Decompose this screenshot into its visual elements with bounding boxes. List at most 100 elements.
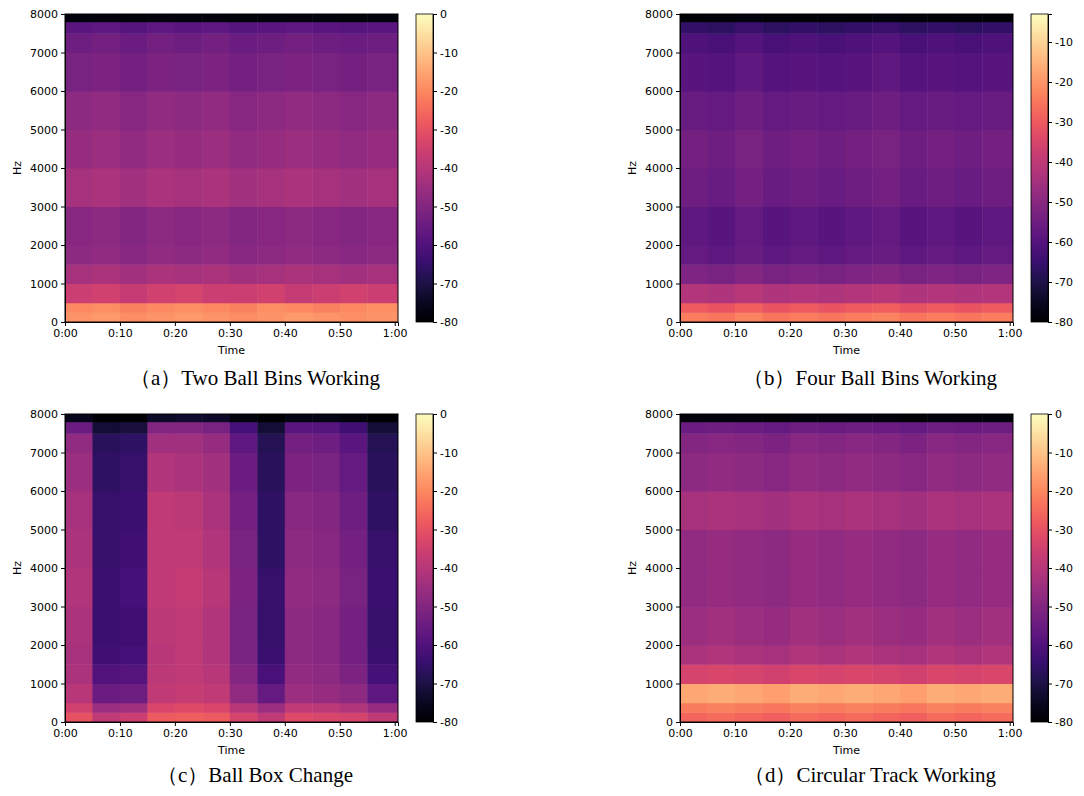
tick-label: 1000 [645, 678, 673, 691]
cell [367, 433, 398, 453]
cell [367, 130, 398, 169]
tick-label: 2000 [30, 639, 58, 652]
axis-line [681, 323, 1014, 327]
cell [845, 568, 873, 607]
cell [955, 664, 983, 684]
cell [982, 664, 1013, 684]
cell [147, 168, 175, 207]
tick-label: 7000 [645, 447, 673, 460]
y-axis-title: Hz [626, 161, 639, 175]
cell [927, 22, 955, 34]
x-tick: 0:40 [888, 722, 913, 740]
x-tick: 0:20 [163, 722, 188, 740]
cell [982, 414, 1013, 422]
tick-label: 0:20 [778, 327, 803, 340]
cell [817, 453, 845, 492]
cell [735, 684, 763, 704]
cell [955, 130, 983, 169]
cell [790, 168, 818, 207]
cell [680, 33, 708, 53]
tick-label: 0:40 [888, 327, 913, 340]
cell [817, 207, 845, 246]
cell [845, 664, 873, 684]
tick-mark [845, 322, 846, 326]
cell [790, 607, 818, 646]
cell [257, 264, 285, 284]
cell [92, 91, 120, 130]
cell [340, 414, 368, 422]
cell [230, 568, 258, 607]
cell [147, 703, 175, 713]
cell [982, 645, 1013, 665]
cell [680, 422, 708, 434]
cell [872, 245, 900, 265]
cell [257, 422, 285, 434]
cell [982, 33, 1013, 53]
cell [92, 422, 120, 434]
cell [92, 284, 120, 304]
x-tick: 1:00 [383, 722, 408, 740]
cell [872, 130, 900, 169]
x-tick: 0:10 [108, 722, 133, 740]
cell [175, 303, 203, 313]
tick-mark [676, 491, 680, 492]
cell [707, 130, 735, 169]
cell [92, 207, 120, 246]
y-tick: 7000 [30, 47, 65, 60]
cell [845, 712, 873, 722]
cell [707, 245, 735, 265]
x-tick: 0:20 [163, 322, 188, 340]
cell [257, 168, 285, 207]
cell [680, 453, 708, 492]
cell [202, 207, 230, 246]
cell [762, 53, 790, 92]
cell [927, 568, 955, 607]
tick-mark [285, 322, 286, 326]
cell [230, 684, 258, 704]
y-tick: 0 [666, 316, 680, 329]
cell [312, 245, 340, 265]
colorbar-tick: -40 [433, 562, 458, 575]
panel: 0:000:100:200:300:400:501:00010002000300… [626, 8, 1073, 390]
tick-label: 2000 [30, 239, 58, 252]
cell [680, 264, 708, 284]
cell [872, 168, 900, 207]
axis-line [66, 323, 399, 327]
cell [817, 130, 845, 169]
tick-mark [61, 53, 65, 54]
cell [900, 530, 928, 569]
tick-label: 6000 [645, 485, 673, 498]
y-tick: 0 [51, 716, 65, 729]
cell [955, 91, 983, 130]
tick-mark [433, 53, 437, 54]
colorbar-tick: -70 [1048, 276, 1073, 289]
cell [707, 530, 735, 569]
cell [817, 712, 845, 722]
tick-label: 0:50 [943, 727, 968, 740]
x-tick: 0:40 [888, 322, 913, 340]
tick-mark [340, 722, 341, 726]
cell [790, 245, 818, 265]
tick-mark [61, 645, 65, 646]
tick-label: 1:00 [383, 327, 408, 340]
tick-mark [1048, 568, 1052, 569]
y-tick: 2000 [645, 639, 680, 652]
cell [735, 53, 763, 92]
cell [872, 33, 900, 53]
cell [147, 645, 175, 665]
tick-label: 0 [440, 8, 447, 21]
cell [230, 712, 258, 722]
tick-label: -70 [1055, 276, 1073, 289]
tick-mark [230, 322, 231, 326]
tick-label: -70 [440, 278, 458, 291]
cell [367, 33, 398, 53]
tick-label: -60 [1055, 236, 1073, 249]
cell [65, 264, 93, 284]
tick-mark [1048, 530, 1052, 531]
cell [790, 14, 818, 22]
tick-mark [900, 722, 901, 726]
cell [257, 530, 285, 569]
cell [735, 491, 763, 530]
cell [202, 422, 230, 434]
cell [982, 264, 1013, 284]
